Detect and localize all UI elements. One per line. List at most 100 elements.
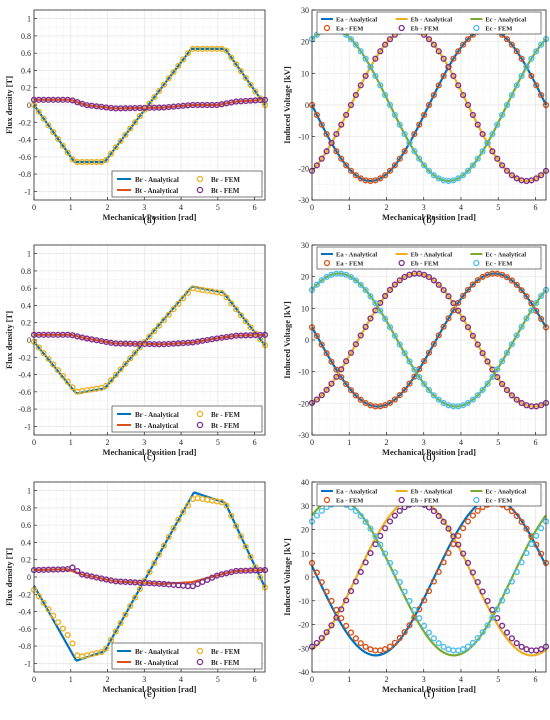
legend-label: Ec - Analytical — [485, 489, 526, 496]
x-tick-label: 0 — [310, 438, 314, 447]
data-point — [347, 167, 355, 174]
data-point — [479, 588, 486, 595]
data-point — [401, 148, 408, 155]
data-point — [523, 315, 530, 322]
data-point — [357, 568, 364, 576]
data-point — [131, 594, 139, 601]
data-point — [333, 130, 340, 138]
data-point — [421, 622, 428, 629]
data-point — [508, 392, 515, 399]
data-point — [352, 91, 359, 99]
data-point — [406, 358, 413, 365]
panel-caption: (a) — [143, 214, 156, 226]
x-tick-label: 4 — [459, 203, 463, 212]
y-tick-label: 0.2 — [21, 556, 31, 565]
data-point — [318, 392, 325, 399]
y-tick-label: 20 — [301, 526, 309, 535]
data-point — [425, 273, 433, 281]
data-point — [499, 162, 506, 169]
y-tick-label: -0.2 — [18, 118, 31, 127]
legend-swatch — [196, 186, 204, 194]
data-point — [528, 55, 535, 62]
y-tick-label: -0.6 — [18, 388, 31, 397]
series-markers-bt-fem — [30, 564, 269, 590]
data-point — [352, 172, 359, 179]
y-tick-label: -20 — [298, 621, 309, 630]
data-point — [233, 306, 240, 313]
data-point — [421, 357, 428, 365]
data-point — [352, 277, 359, 284]
data-point — [237, 312, 245, 319]
legend: Br - Analytical Br - FEM Bt - Analytical Bt… — [111, 405, 263, 433]
data-point — [421, 162, 428, 169]
legend-label: Ec - FEM — [485, 498, 512, 505]
data-point — [484, 597, 491, 605]
data-point — [313, 512, 320, 519]
data-point — [362, 72, 369, 80]
data-point — [103, 156, 110, 164]
data-point — [59, 625, 66, 632]
series-line-br-analytical — [33, 491, 266, 662]
data-point — [98, 384, 105, 392]
data-point — [223, 294, 230, 301]
data-point — [538, 402, 545, 409]
data-point — [533, 82, 540, 89]
data-point — [406, 597, 413, 605]
data-point — [184, 50, 192, 57]
data-point — [136, 586, 143, 593]
legend-label: Ea - FEM — [336, 26, 363, 33]
data-point — [333, 614, 340, 621]
data-point — [435, 82, 442, 89]
y-tick-label: 0 — [27, 336, 31, 345]
data-point — [396, 634, 403, 642]
legend: Br - Analytical Br - FEM Bt - Analytical Bt… — [111, 642, 263, 670]
data-point — [469, 111, 476, 119]
data-point — [242, 318, 249, 325]
data-point — [479, 130, 486, 138]
data-point — [386, 101, 394, 109]
y-axis-label: Flux density [T] — [4, 311, 14, 369]
data-point — [175, 516, 182, 523]
x-tick-label: 3 — [422, 203, 426, 212]
data-point — [40, 350, 47, 357]
data-point — [435, 175, 442, 182]
data-point — [391, 512, 398, 519]
series-line-bt-analytical — [34, 333, 266, 346]
data-point — [107, 636, 115, 644]
y-tick-label: 0 — [27, 573, 31, 582]
data-point — [252, 563, 259, 571]
data-point — [382, 315, 389, 322]
y-tick-label: 0 — [305, 101, 309, 110]
data-point — [455, 82, 462, 89]
data-point — [386, 399, 394, 406]
data-point — [323, 148, 330, 155]
legend-swatch — [196, 647, 204, 655]
legend-label: Br - FEM — [211, 176, 240, 184]
data-point — [184, 502, 192, 509]
series-markers-ea-fem — [308, 500, 550, 654]
data-point — [218, 499, 225, 506]
y-tick-label: -0.6 — [18, 153, 31, 162]
data-point — [469, 281, 476, 288]
data-point — [328, 139, 335, 147]
data-point — [352, 508, 359, 515]
data-point — [362, 518, 369, 525]
data-point — [146, 568, 153, 576]
data-point — [508, 578, 515, 585]
data-point — [372, 177, 379, 184]
y-tick-label: 20 — [301, 38, 309, 47]
legend-swatch — [473, 259, 480, 267]
x-tick-label: 3 — [422, 675, 426, 684]
data-point — [503, 274, 511, 281]
data-point — [35, 344, 42, 351]
data-point — [440, 643, 447, 650]
data-point — [170, 68, 177, 76]
data-point — [464, 324, 472, 331]
data-point — [40, 599, 47, 606]
data-point — [479, 629, 486, 636]
data-point — [508, 91, 515, 99]
data-point — [391, 281, 398, 288]
data-point — [425, 387, 433, 394]
data-point — [474, 507, 481, 514]
